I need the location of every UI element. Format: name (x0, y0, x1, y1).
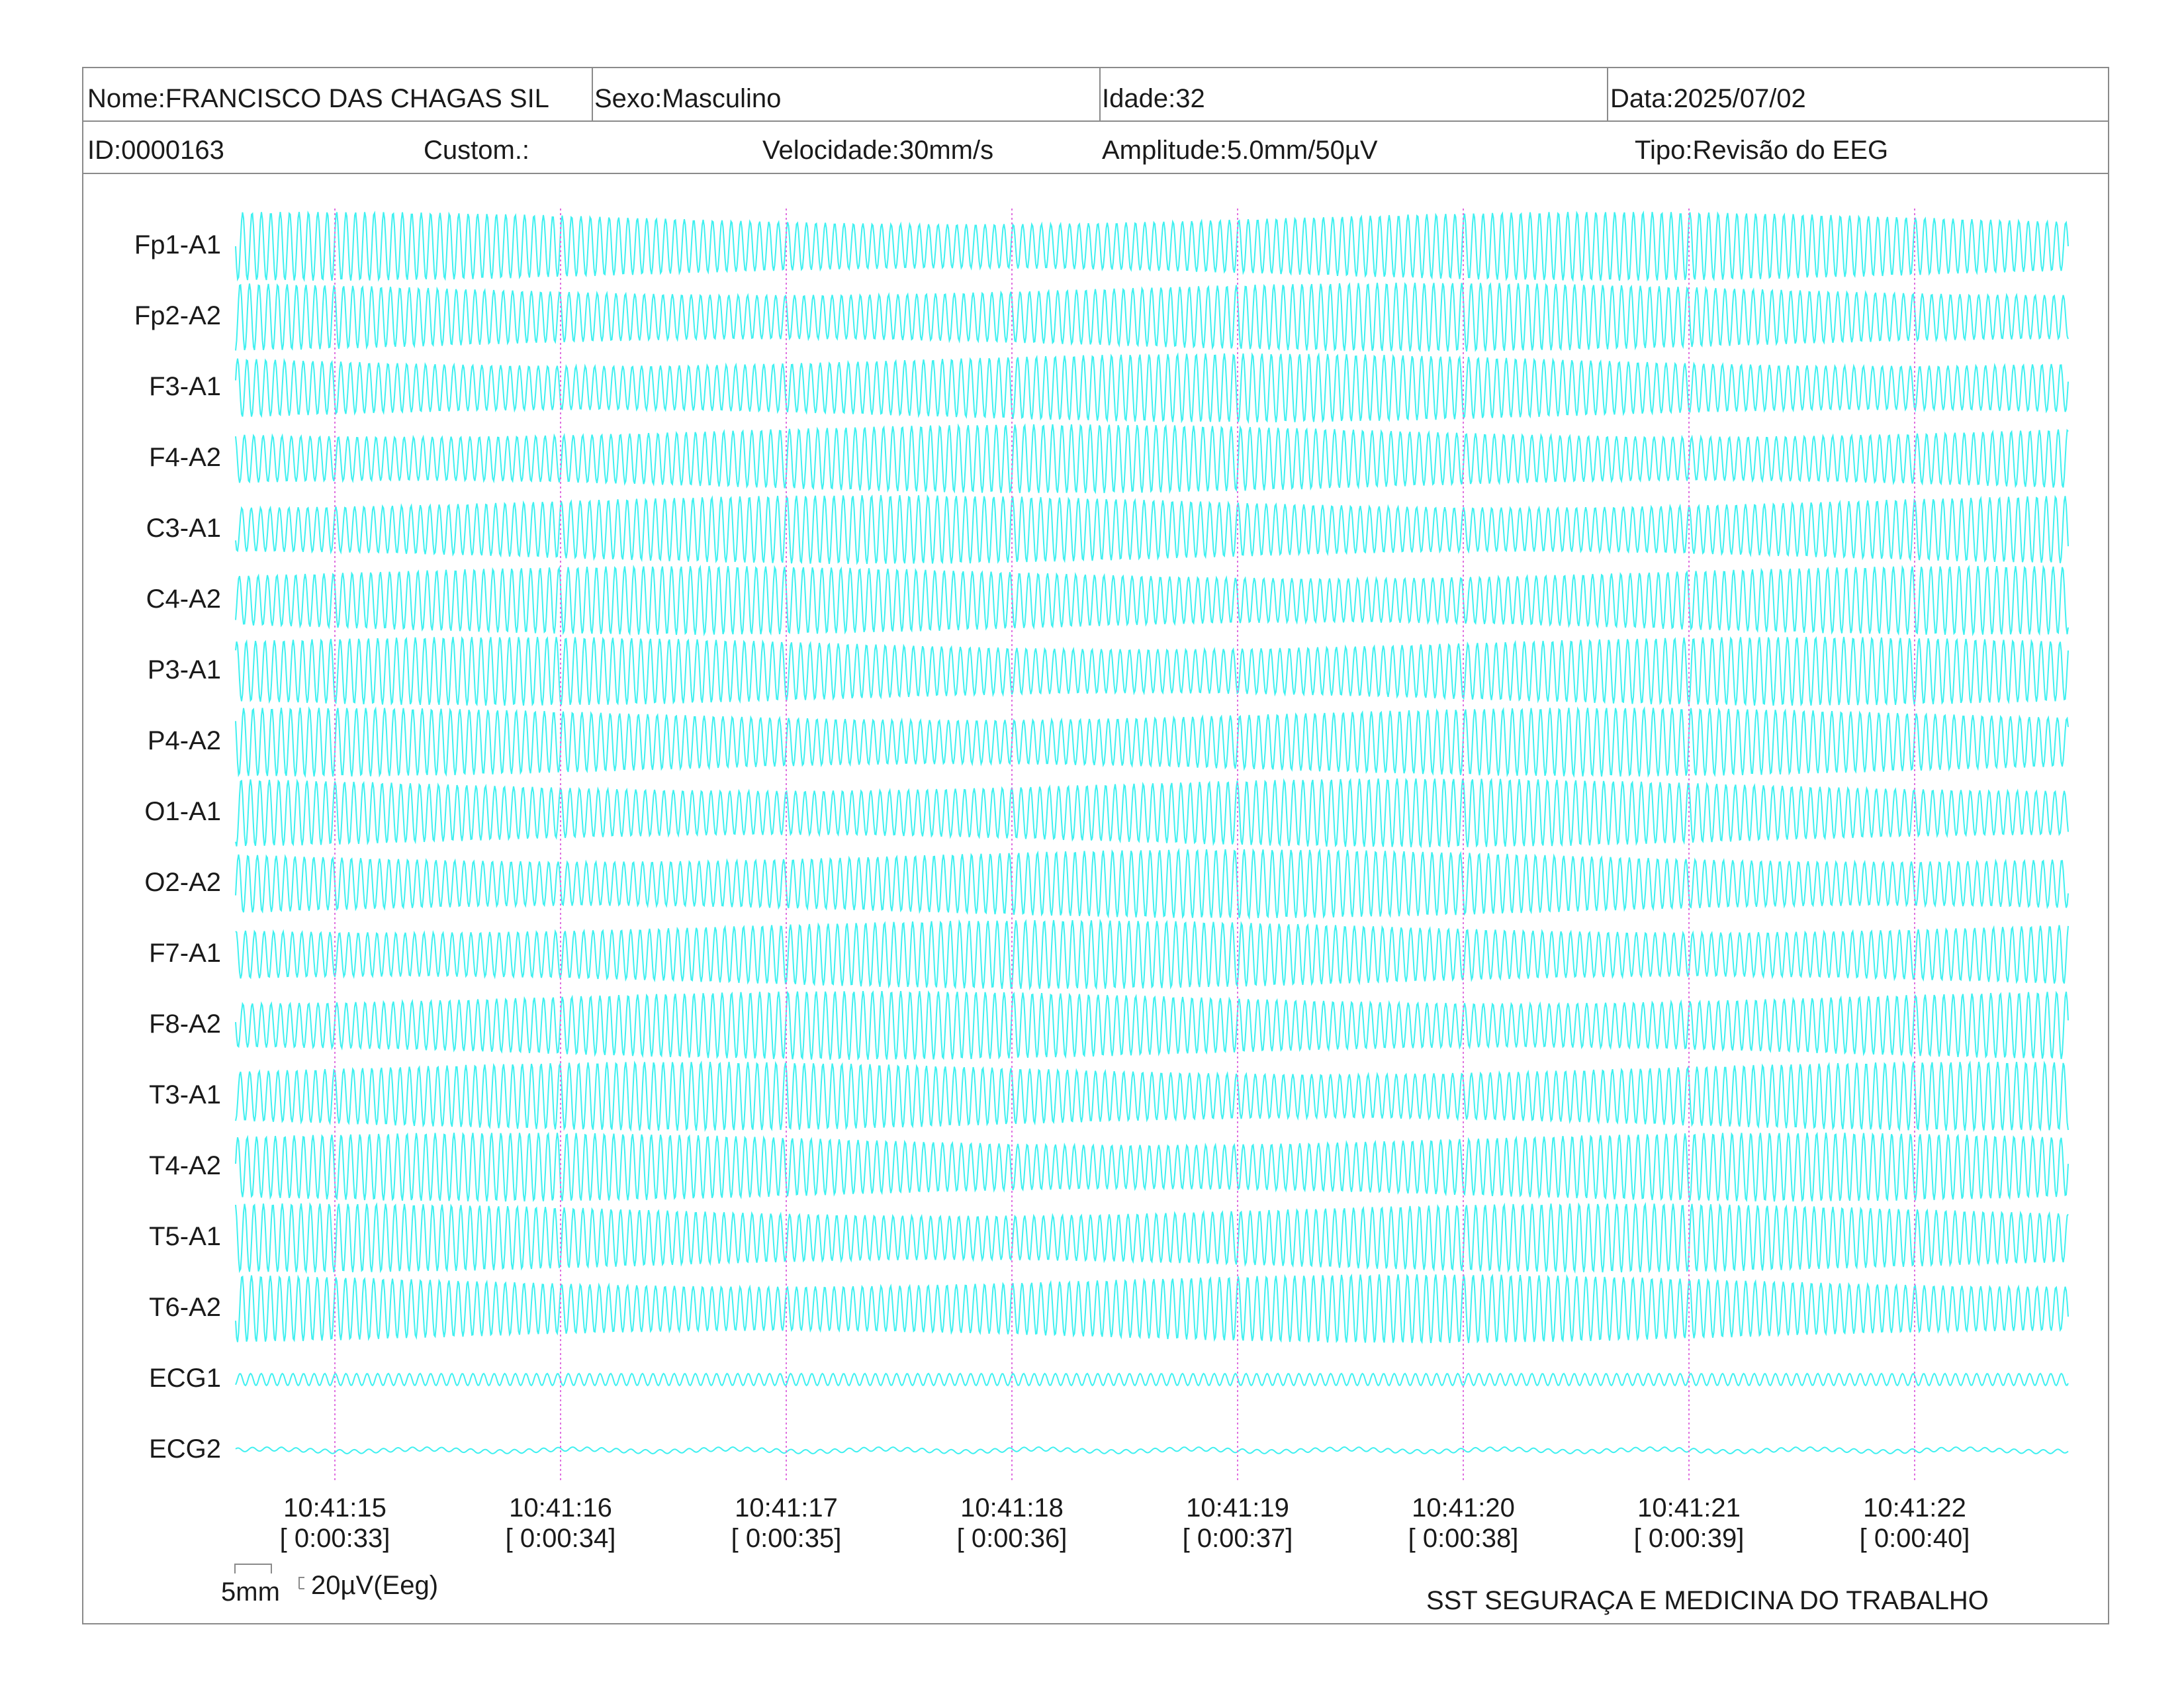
channel-trace (235, 1201, 2069, 1274)
channel-trace (235, 1131, 2069, 1203)
channel-label: T6-A2 (149, 1293, 221, 1322)
time-mark-label: 10:41:15[ 0:00:33] (236, 1493, 434, 1554)
channel-label: P3-A1 (147, 655, 221, 684)
clock-time: 10:41:16 (509, 1493, 612, 1523)
channel-trace (235, 635, 2069, 707)
custom-field: Custom.: (424, 136, 530, 165)
header-cell-divider (1099, 68, 1101, 120)
channel-label: F4-A2 (149, 443, 221, 472)
patient-id: ID:0000163 (87, 136, 224, 165)
header-cell-divider (1607, 68, 1608, 120)
speed-setting: Velocidade:30mm/s (762, 136, 994, 165)
channel-label: ECG2 (149, 1434, 221, 1464)
channel-trace (235, 918, 2069, 991)
channel-label: P4-A2 (147, 726, 221, 755)
scale-bar-icon (234, 1564, 304, 1589)
report-frame (82, 67, 2109, 1624)
channel-label: C4-A2 (146, 585, 221, 614)
clock-time: 10:41:20 (1412, 1493, 1515, 1523)
exam-date: Data:2025/07/02 (1610, 84, 1806, 113)
channel-trace (235, 494, 2069, 565)
patient-age: Idade:32 (1102, 84, 1205, 113)
header-cell-divider (592, 68, 593, 120)
channel-label: F8-A2 (149, 1009, 221, 1039)
time-mark-label: 10:41:20[ 0:00:38] (1364, 1493, 1563, 1554)
clock-time: 10:41:19 (1186, 1493, 1289, 1523)
elapsed-time: [ 0:00:39] (1633, 1524, 1745, 1553)
elapsed-time: [ 0:00:34] (505, 1524, 616, 1553)
amplitude-scale-label: 20µV(Eeg) (311, 1571, 439, 1600)
amplitude-setting: Amplitude:5.0mm/50µV (1102, 136, 1378, 165)
time-mark-label: 10:41:16[ 0:00:34] (461, 1493, 660, 1554)
channel-trace (235, 706, 2069, 778)
time-mark-label: 10:41:18[ 0:00:36] (913, 1493, 1111, 1554)
channel-trace (235, 352, 2069, 424)
clock-time: 10:41:15 (283, 1493, 387, 1523)
elapsed-time: [ 0:00:33] (279, 1524, 390, 1553)
elapsed-time: [ 0:00:35] (731, 1524, 842, 1553)
channel-label: T5-A1 (149, 1222, 221, 1251)
time-mark-label: 10:41:22[ 0:00:40] (1815, 1493, 2014, 1554)
channel-label: O2-A2 (144, 868, 221, 897)
channel-label: T3-A1 (149, 1080, 221, 1109)
elapsed-time: [ 0:00:37] (1182, 1524, 1293, 1553)
channel-label: O1-A1 (144, 797, 221, 826)
channel-trace (235, 1060, 2069, 1133)
elapsed-time: [ 0:00:36] (956, 1524, 1068, 1553)
header-divider-1 (83, 120, 2108, 122)
channel-trace (235, 1446, 2069, 1455)
channel-label: T4-A2 (149, 1151, 221, 1180)
exam-type: Tipo:Revisão do EEG (1635, 136, 1889, 165)
time-mark-label: 10:41:17[ 0:00:35] (687, 1493, 886, 1554)
channel-trace (235, 423, 2069, 494)
channel-trace (235, 1274, 2069, 1344)
company-name: SST SEGURAÇA E MEDICINA DO TRABALHO (1426, 1586, 1989, 1615)
channel-trace (235, 565, 2069, 637)
elapsed-time: [ 0:00:38] (1408, 1524, 1519, 1553)
channel-label: Fp2-A2 (134, 301, 221, 330)
channel-label: Fp1-A1 (134, 230, 221, 259)
clock-time: 10:41:21 (1637, 1493, 1741, 1523)
channel-trace (235, 210, 2069, 283)
time-mark-label: 10:41:19[ 0:00:37] (1138, 1493, 1337, 1554)
channel-label: F7-A1 (149, 939, 221, 968)
elapsed-time: [ 0:00:40] (1859, 1524, 1970, 1553)
time-scale-label: 5mm (221, 1577, 280, 1607)
channel-label: ECG1 (149, 1364, 221, 1393)
patient-sex: Sexo:Masculino (594, 84, 782, 113)
channel-trace (235, 847, 2069, 920)
header-divider-2 (83, 173, 2108, 174)
channel-trace (235, 990, 2069, 1061)
channel-label: F3-A1 (149, 372, 221, 401)
patient-name: Nome:FRANCISCO DAS CHAGAS SIL (87, 85, 549, 112)
channel-trace (235, 778, 2069, 849)
channel-trace (235, 1372, 2069, 1387)
time-mark-label: 10:41:21[ 0:00:39] (1590, 1493, 1788, 1554)
clock-time: 10:41:17 (735, 1493, 838, 1523)
clock-time: 10:41:22 (1863, 1493, 1966, 1523)
channel-trace (235, 282, 2069, 353)
clock-time: 10:41:18 (960, 1493, 1064, 1523)
channel-label: C3-A1 (146, 514, 221, 543)
